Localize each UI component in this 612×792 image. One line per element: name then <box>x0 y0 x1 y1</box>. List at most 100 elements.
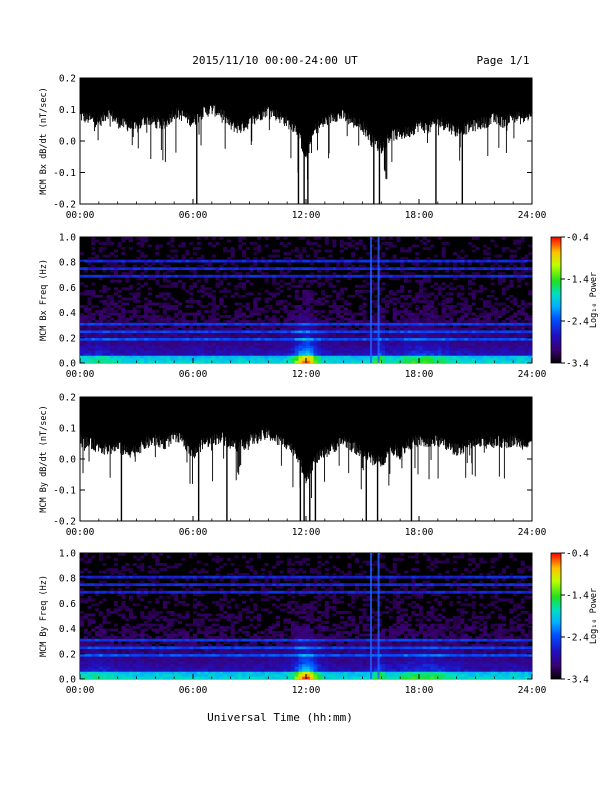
spectrogram-cell <box>106 653 111 657</box>
spectrogram-cell <box>257 297 262 301</box>
spectrogram-cell <box>298 320 303 323</box>
spectrogram-cell <box>332 327 337 331</box>
spectrogram-cell <box>117 673 122 677</box>
spectrogram-cell <box>351 244 356 248</box>
spectrogram-cell <box>445 259 450 263</box>
spectrogram-cell <box>204 605 209 609</box>
spectrogram-cell <box>483 305 488 308</box>
spectrogram-cell <box>317 320 322 323</box>
spectrogram-cell <box>230 340 235 344</box>
spectrogram-cell <box>128 646 134 650</box>
spectrogram-cell <box>174 643 179 647</box>
spectrogram-cell <box>467 330 473 334</box>
spectrogram-cell <box>121 651 126 655</box>
spectrogram-cell <box>230 357 235 361</box>
spectrogram-cell <box>321 335 326 339</box>
spectrogram-cell <box>498 310 503 313</box>
spectrogram-cell <box>208 259 213 263</box>
spectrogram-cell <box>298 267 303 271</box>
spectrogram-cell <box>426 257 431 260</box>
spectrogram-cell <box>204 613 209 617</box>
spectrogram-cell <box>445 297 450 301</box>
spectrogram-cell <box>449 335 454 339</box>
spectrogram-cell <box>147 315 152 318</box>
spectrogram-cell <box>437 347 442 351</box>
spectrogram-cell <box>155 332 160 336</box>
spectrogram-cell <box>102 267 107 271</box>
spectrogram-cell <box>162 312 167 316</box>
spectrogram-cell <box>102 357 107 361</box>
spectrogram-cell <box>189 305 194 308</box>
spectrogram-cell <box>290 327 295 331</box>
spectrogram-cell <box>162 302 167 306</box>
spectrogram-cell <box>177 643 182 647</box>
spectrogram-cell <box>411 330 416 334</box>
spectrogram-cell <box>80 337 85 341</box>
spectrogram-cell <box>501 360 506 364</box>
spectrogram-cell <box>223 289 228 293</box>
spectrogram-cell <box>434 307 439 311</box>
spectrogram-cell <box>159 360 164 364</box>
spectrogram-cell <box>174 320 179 323</box>
spectrogram-cell <box>441 300 446 303</box>
spectrogram-cell <box>128 272 134 276</box>
spectrogram-cell <box>419 360 424 364</box>
spectrogram-cell <box>215 658 220 662</box>
spectrogram-cell <box>419 239 424 243</box>
spectrogram-cell <box>249 352 254 356</box>
spectrogram-cell <box>513 249 518 253</box>
spectrogram-cell <box>388 244 393 248</box>
spectrogram-cell <box>211 237 216 240</box>
spectrogram-cell <box>400 350 405 354</box>
spectrogram-cell <box>136 643 141 647</box>
spectrogram-cell <box>419 292 424 296</box>
spectrogram-cell <box>125 636 130 639</box>
spectrogram-cell <box>204 628 209 632</box>
spectrogram-cell <box>204 327 209 331</box>
spectrogram-cell <box>162 259 167 263</box>
spectrogram-cell <box>253 337 258 341</box>
spectrogram-cell <box>452 332 457 336</box>
y-tick-label: -0.1 <box>53 168 76 179</box>
spectrogram-cell <box>91 289 96 293</box>
spectrogram-cell <box>125 646 130 650</box>
spectrogram-cell <box>400 337 405 341</box>
spectrogram-cell <box>351 347 356 351</box>
spectrogram-cell <box>426 332 431 336</box>
spectrogram-cell <box>106 590 111 594</box>
spectrogram-cell <box>302 267 307 271</box>
spectrogram-cell <box>132 633 137 637</box>
spectrogram-cell <box>211 335 216 339</box>
spectrogram-cell <box>377 332 382 336</box>
spectrogram-cell <box>332 289 337 293</box>
spectrogram-cell <box>306 350 311 354</box>
spectrogram-cell <box>147 673 152 677</box>
spectrogram-cell <box>159 345 164 349</box>
spectrogram-cell <box>351 342 356 346</box>
spectrogram-cell <box>445 315 450 318</box>
spectrogram-cell <box>426 274 431 278</box>
spectrogram-cell <box>83 307 88 311</box>
spectrogram-cell <box>196 325 201 329</box>
spectrogram-cell <box>106 340 111 344</box>
spectrogram-cell <box>151 656 156 660</box>
spectrogram-cell <box>306 274 311 278</box>
spectrogram-cell <box>140 315 145 318</box>
spectrogram-cell <box>241 254 247 258</box>
spectrogram-cell <box>159 671 164 675</box>
spectrogram-cell <box>422 242 427 245</box>
spectrogram-cell <box>91 360 96 364</box>
spectrogram-cell <box>200 593 205 597</box>
spectrogram-cell <box>170 322 175 326</box>
spectrogram-cell <box>140 628 145 632</box>
spectrogram-cell <box>91 315 96 318</box>
spectrogram-cell <box>181 668 186 672</box>
spectrogram-cell <box>91 555 96 559</box>
spectrogram-cell <box>396 360 401 364</box>
spectrogram-cell <box>313 315 318 318</box>
spectrogram-cell <box>501 327 506 331</box>
spectrogram-cell <box>181 357 186 361</box>
spectrogram-cell <box>98 671 103 675</box>
spectrogram-cell <box>204 590 209 594</box>
spectrogram-cell <box>441 310 446 313</box>
